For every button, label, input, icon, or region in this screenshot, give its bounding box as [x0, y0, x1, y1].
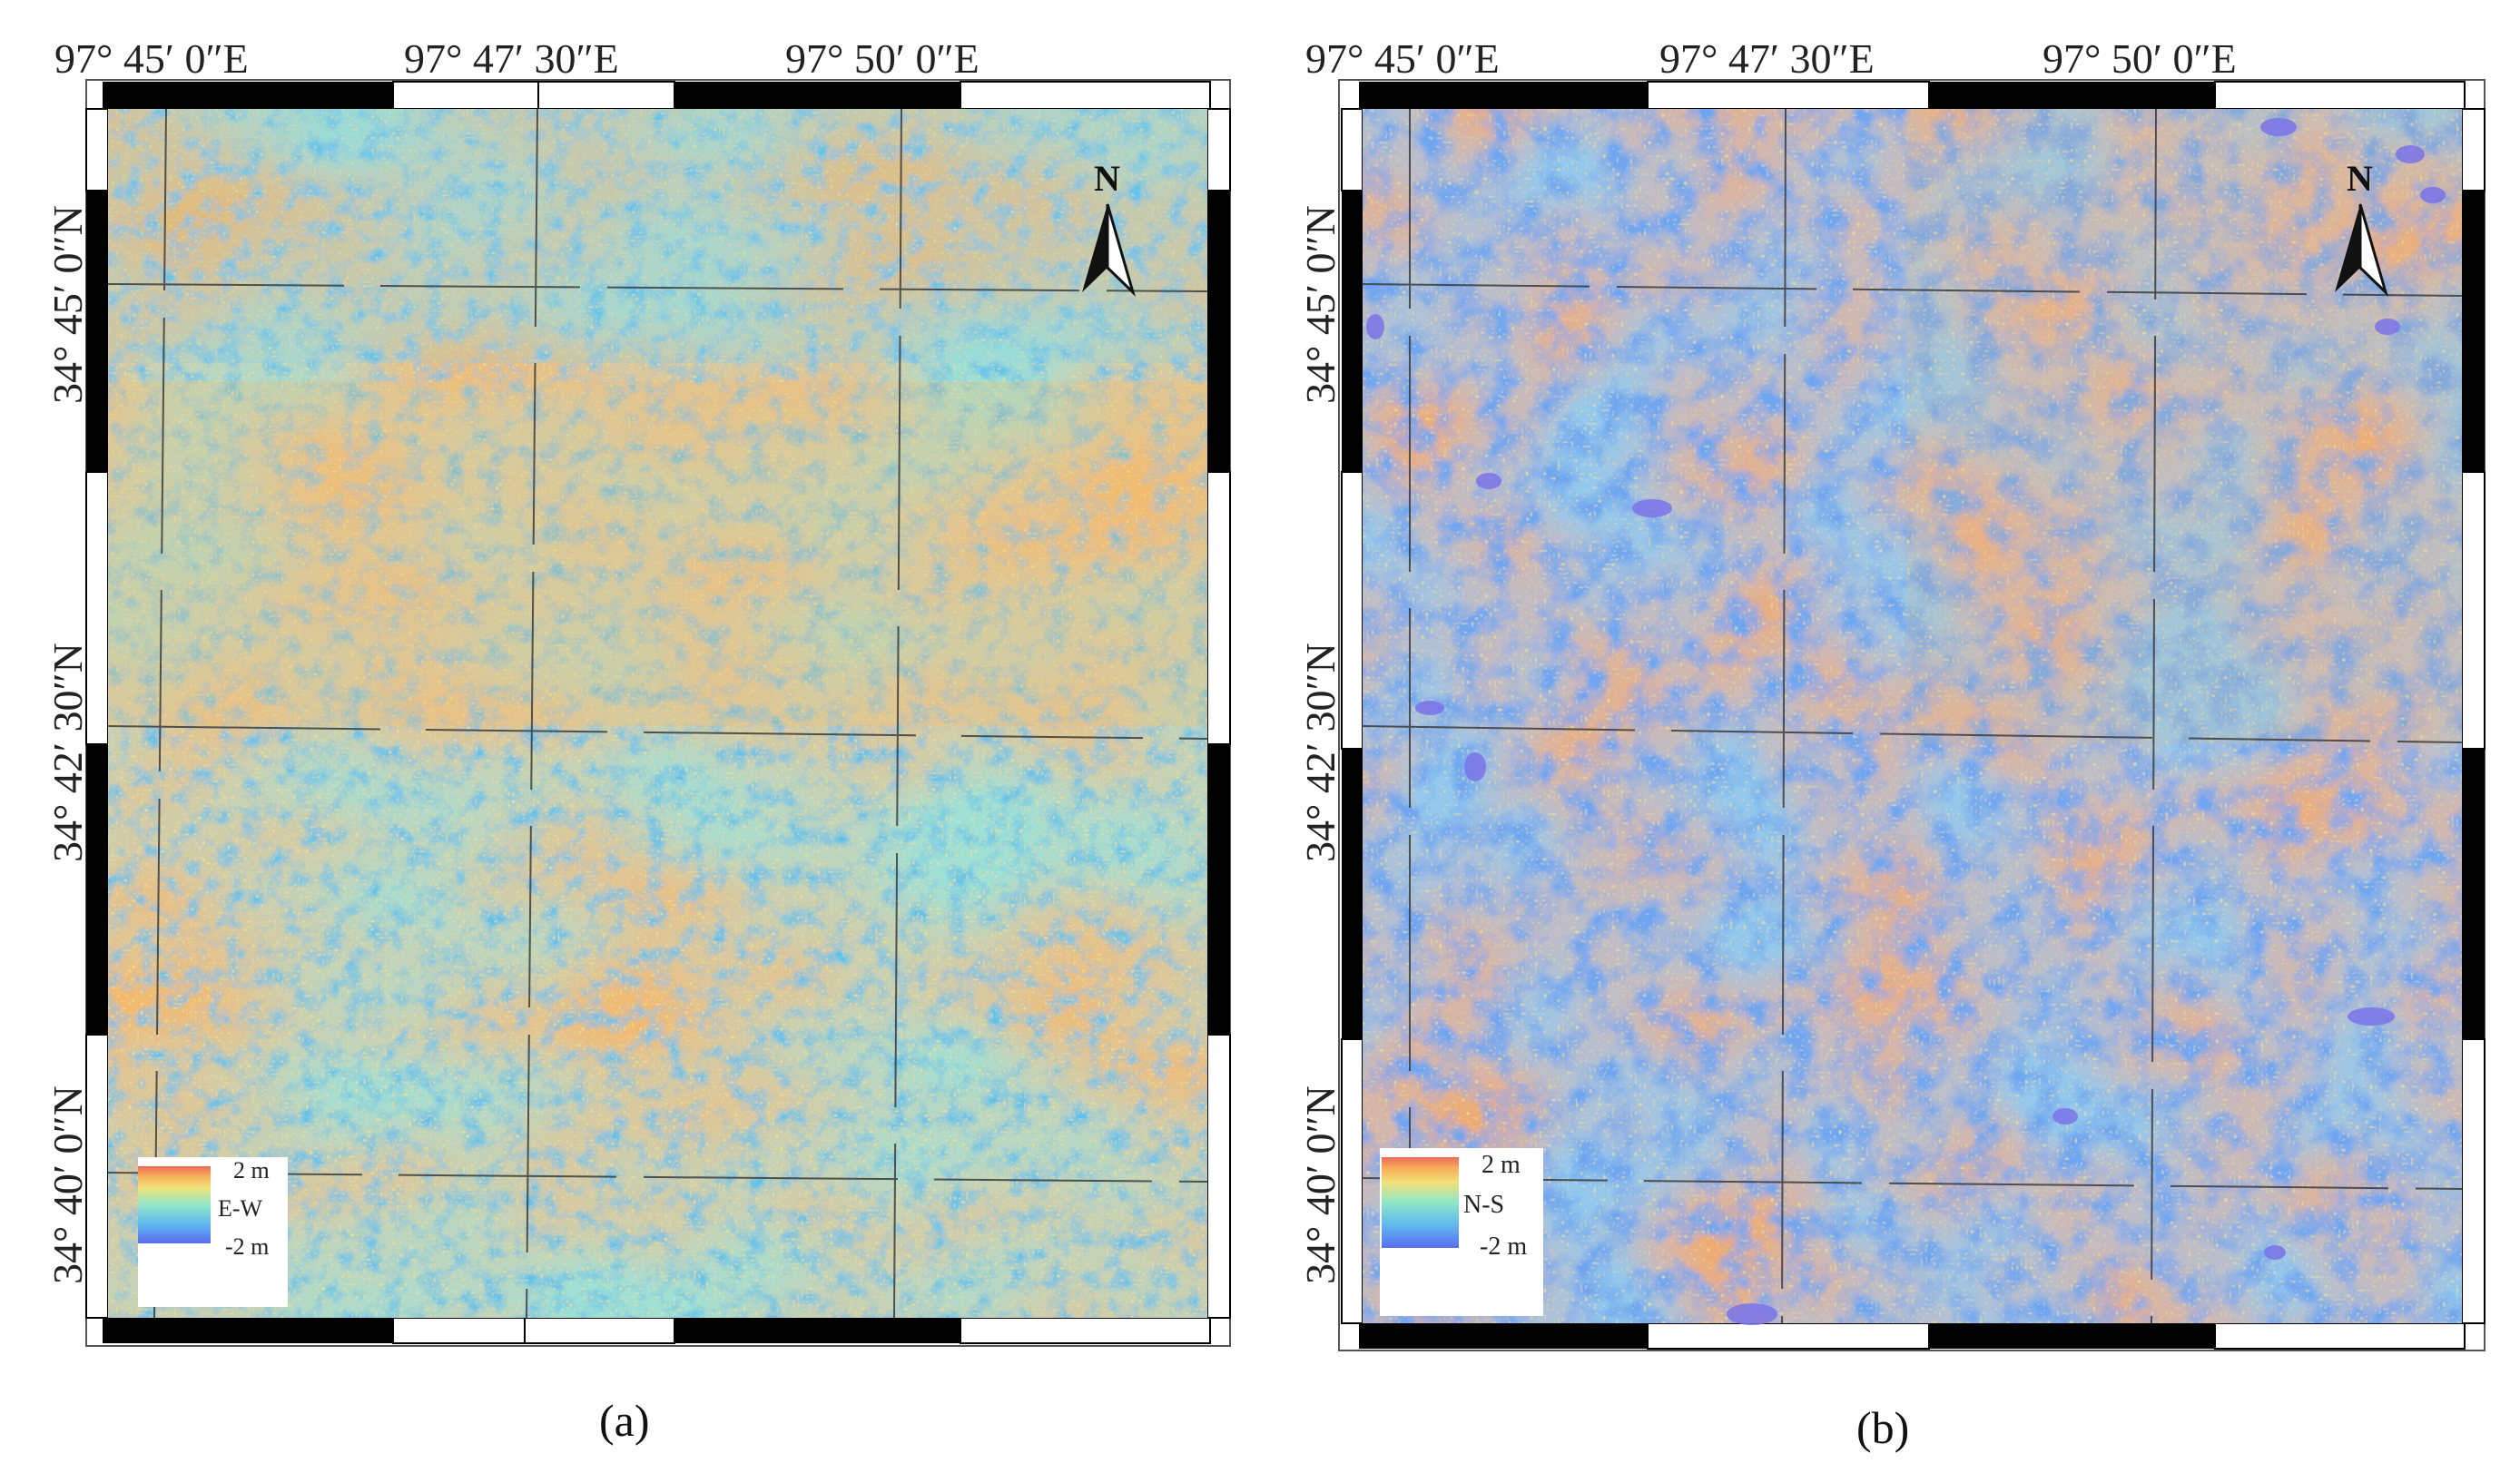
raster-shading: [108, 109, 1207, 363]
caption-a: (a): [599, 1395, 650, 1446]
frame-segment: [1359, 1323, 1648, 1349]
top-label-a-0: 97° 45′ 0″E: [54, 35, 249, 82]
legend-colorbar: [1382, 1157, 1459, 1248]
top-label-b-0: 97° 45′ 0″E: [1305, 35, 1500, 82]
top-label-a-2: 97° 50′ 0″E: [785, 35, 979, 82]
frame-segment: [1206, 108, 1231, 192]
top-label-b-1: 97° 47′ 30″E: [1659, 35, 1875, 82]
top-label-a-1: 97° 47′ 30″E: [404, 35, 619, 82]
north-arrow-a: N: [1082, 158, 1136, 297]
frame-segment: [2214, 1322, 2466, 1350]
north-arrow-label-b: N: [2347, 158, 2373, 199]
left-label-b-1: 34° 42′ 30″N: [1297, 643, 1344, 862]
frame-segment: [85, 108, 109, 192]
frame-segment: [1342, 749, 1363, 1039]
frame-segment: [2462, 191, 2485, 472]
map-panel-b: 97° 45′ 0″E 97° 47′ 30″E 97° 50′ 0″E 34°…: [1297, 35, 2486, 1453]
left-label-b-0: 34° 45′ 0″N: [1297, 205, 1344, 404]
raster-artifacts-b: [1366, 118, 2446, 1325]
legend-max-label-a: 2 m: [233, 1157, 270, 1183]
frame-segment: [2214, 81, 2466, 110]
frame-segment: [1342, 191, 1363, 472]
graticule-b: [1362, 108, 2463, 1324]
legend-a: 2 m E-W -2 m: [138, 1157, 288, 1307]
frame-segment: [2461, 108, 2486, 192]
frame-segment: [85, 471, 109, 745]
frame-segment: [103, 82, 393, 109]
frame-segment: [86, 744, 108, 1035]
frame-segment: [103, 1318, 393, 1343]
left-label-a-0: 34° 45′ 0″N: [44, 205, 91, 404]
north-arrow-b: N: [2335, 158, 2388, 297]
frame-segment: [1341, 1038, 1363, 1324]
frame-segment: [1206, 471, 1231, 745]
graticule-a: [107, 108, 1208, 1319]
frame-segment: [1341, 471, 1363, 750]
frame-segment: [1206, 1034, 1231, 1319]
legend-max-label-b: 2 m: [1481, 1151, 1521, 1179]
left-label-a-1: 34° 42′ 30″N: [44, 643, 91, 862]
legend-component-label-a: E-W: [218, 1195, 263, 1222]
frame-segment: [1341, 108, 1363, 192]
legend-colorbar: [138, 1166, 211, 1243]
frame-segment: [2461, 471, 2486, 750]
frame-segment: [1929, 82, 2215, 109]
legend-b: 2 m N-S -2 m: [1380, 1148, 1543, 1316]
map-panel-a: 97° 45′ 0″E 97° 47′ 30″E 97° 50′ 0″E 34°…: [44, 35, 1231, 1446]
displacement-raster-a: [108, 109, 1207, 1318]
left-label-a-2: 34° 40′ 0″N: [44, 1085, 91, 1284]
legend-min-label-b: -2 m: [1480, 1233, 1527, 1261]
caption-b: (b): [1856, 1402, 1909, 1453]
top-label-b-2: 97° 50′ 0″E: [2043, 35, 2237, 82]
frame-segment: [2461, 1038, 2486, 1324]
displacement-raster-b: [1363, 109, 2462, 1323]
frame-segment: [1207, 744, 1230, 1035]
frame-segment: [392, 1317, 526, 1344]
frame-segment: [674, 1318, 960, 1343]
legend-component-label-b: N-S: [1463, 1191, 1504, 1219]
legend-min-label-a: -2 m: [225, 1233, 269, 1260]
frame-segment: [2462, 749, 2485, 1039]
frame-segment: [86, 191, 108, 472]
raster-shading: [1906, 109, 2462, 744]
frame-segment: [674, 82, 960, 109]
left-label-b-2: 34° 40′ 0″N: [1297, 1085, 1344, 1284]
frame-segment: [392, 81, 539, 110]
frame-segment: [960, 81, 1211, 110]
frame-segment: [537, 81, 675, 110]
raster-shading: [108, 381, 1207, 726]
frame-segment: [1359, 82, 1648, 109]
frame-segment: [1929, 1323, 2215, 1349]
frame-segment: [1207, 191, 1230, 472]
north-arrow-label-a: N: [1094, 158, 1120, 199]
frame-segment: [85, 1034, 109, 1319]
frame-segment: [1647, 81, 1930, 110]
frame-segment: [524, 1317, 675, 1344]
frame-segment: [960, 1317, 1211, 1344]
frame-segment: [1647, 1322, 1930, 1350]
